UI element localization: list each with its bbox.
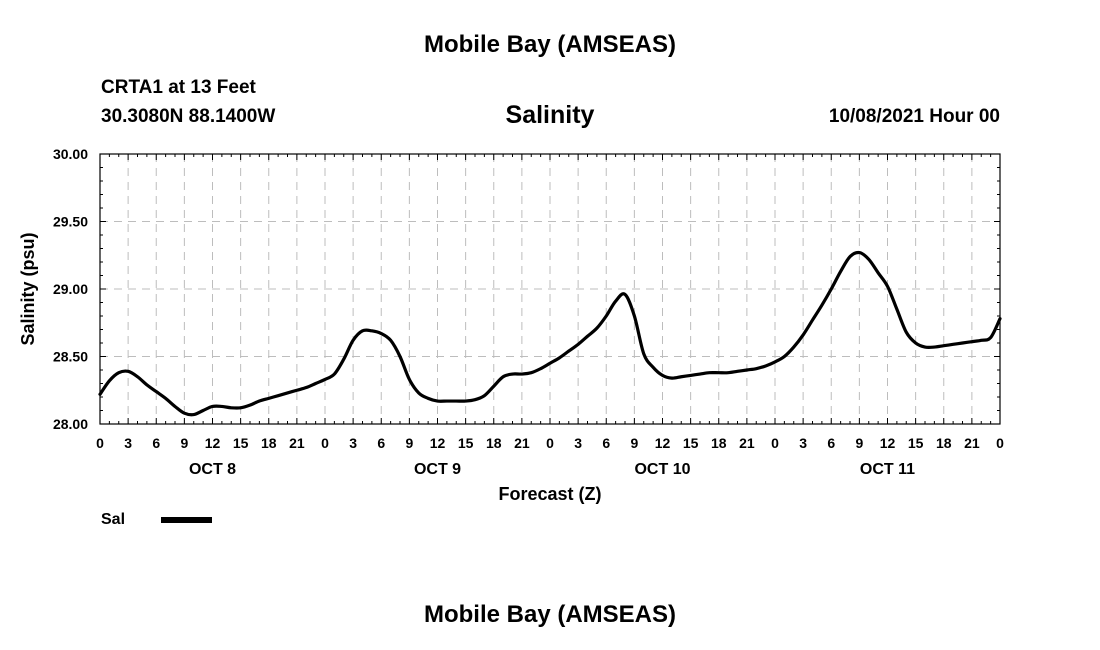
x-tick-label: 9 <box>180 435 188 451</box>
plot-frame <box>99 153 1001 425</box>
x-tick-label: 12 <box>205 435 221 451</box>
y-axis-label: Salinity (psu) <box>18 232 38 345</box>
x-tick-label: 3 <box>349 435 357 451</box>
x-tick-label: 6 <box>152 435 160 451</box>
day-label: OCT 9 <box>414 461 461 478</box>
x-tick-label: 18 <box>936 435 952 451</box>
x-tick-label: 0 <box>96 435 104 451</box>
y-tick-labels: 28.00 28.50 29.00 29.50 30.00 <box>53 146 88 432</box>
x-tick-label: 21 <box>289 435 305 451</box>
x-tick-label: 6 <box>377 435 385 451</box>
station-label: CRTA1 at 13 Feet <box>101 77 256 98</box>
x-tick-label: 0 <box>321 435 329 451</box>
x-tick-label: 15 <box>233 435 249 451</box>
plot-header-title: Mobile Bay (AMSEAS) <box>423 31 677 58</box>
x-tick-label: 12 <box>430 435 446 451</box>
day-labels: OCT 8 OCT 9 OCT 10 OCT 11 <box>189 461 915 478</box>
y-tick-label: 30.00 <box>53 146 88 162</box>
x-tick-label: 15 <box>908 435 924 451</box>
grid-lines <box>100 154 1000 424</box>
x-tick-label: 9 <box>405 435 413 451</box>
y-tick-label: 28.00 <box>53 416 88 432</box>
salinity-line <box>98 250 1002 417</box>
y-tick-label: 29.50 <box>53 214 88 230</box>
x-tick-label: 0 <box>996 435 1004 451</box>
x-tick-label: 0 <box>546 435 554 451</box>
x-tick-label: 18 <box>711 435 727 451</box>
x-tick-label: 9 <box>630 435 638 451</box>
x-tick-label: 21 <box>514 435 530 451</box>
x-tick-label: 9 <box>855 435 863 451</box>
x-tick-label: 18 <box>261 435 277 451</box>
day-label: OCT 11 <box>860 461 915 478</box>
x-tick-label: 3 <box>124 435 132 451</box>
x-tick-label: 15 <box>458 435 474 451</box>
day-label: OCT 8 <box>189 461 236 478</box>
legend-label: Sal <box>101 511 126 528</box>
x-tick-label: 3 <box>574 435 582 451</box>
forecast-run-time: 10/08/2021 Hour 00 <box>828 106 1000 127</box>
x-tick-label: 0 <box>771 435 779 451</box>
x-tick-label: 6 <box>602 435 610 451</box>
x-tick-label: 6 <box>827 435 835 451</box>
y-tick-label: 28.50 <box>53 349 88 365</box>
x-tick-label: 12 <box>655 435 671 451</box>
chart-title: Salinity <box>505 101 595 129</box>
x-tick-label: 12 <box>880 435 896 451</box>
x-tick-label: 21 <box>964 435 980 451</box>
legend-swatch <box>161 517 212 523</box>
y-tick-label: 29.00 <box>53 281 88 297</box>
plot-footer-title: Mobile Bay (AMSEAS) <box>423 601 677 628</box>
station-coordinates: 30.3080N 88.1400W <box>101 106 276 127</box>
x-tick-label: 15 <box>683 435 699 451</box>
x-tick-label: 21 <box>739 435 755 451</box>
x-axis-label: Forecast (Z) <box>498 484 601 504</box>
x-tick-label: 3 <box>799 435 807 451</box>
day-label: OCT 10 <box>634 461 690 478</box>
x-tick-label: 18 <box>486 435 502 451</box>
x-tick-labels: 0 3 6 9 12 15 18 21 0 3 6 9 12 15 18 21 0 3 6 9 12 15 18 21 0 3 6 9… <box>96 435 1004 451</box>
